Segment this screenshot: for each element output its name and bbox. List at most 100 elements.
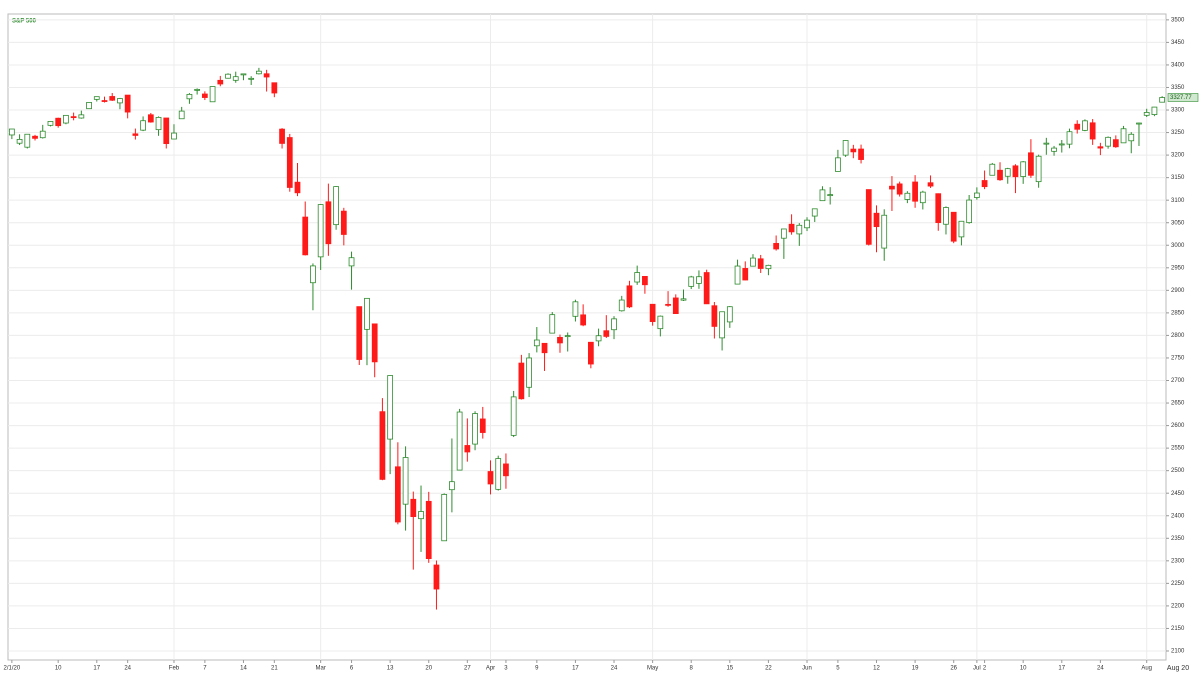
candle-body — [827, 194, 834, 197]
candle-body — [595, 335, 602, 342]
candle-body — [178, 110, 185, 120]
y-tick-label: 2150 — [1171, 626, 1185, 632]
candle-body — [1043, 142, 1050, 145]
candle-body — [1128, 133, 1135, 142]
x-tick-label: 24 — [611, 666, 618, 672]
candle-body — [294, 181, 301, 194]
candle-body — [858, 148, 864, 160]
candle-body — [16, 138, 23, 144]
candle-body — [479, 418, 486, 433]
candle-body — [225, 73, 231, 79]
y-tick-label: 3250 — [1171, 130, 1185, 136]
candle-body — [943, 207, 949, 225]
y-tick-label: 2100 — [1171, 649, 1185, 655]
candle-body — [433, 564, 440, 590]
candle-body — [587, 341, 594, 365]
candle-body — [935, 193, 942, 223]
candle-body — [86, 102, 92, 110]
candle-body — [286, 137, 293, 188]
candle-body — [726, 306, 733, 323]
candle-body — [611, 318, 617, 331]
last-price-box — [1167, 93, 1199, 102]
candle-body — [310, 265, 316, 284]
y-tick-label: 2950 — [1171, 265, 1185, 271]
y-tick-label: 2250 — [1171, 581, 1185, 587]
candle-body — [101, 100, 108, 102]
y-tick-label: 2650 — [1171, 401, 1185, 407]
candle-body — [919, 191, 926, 204]
candle-body — [1020, 161, 1027, 177]
candle-body — [873, 212, 880, 228]
candle-body — [78, 114, 85, 119]
x-tick-label: 6 — [350, 666, 354, 672]
x-tick-label: Jun — [802, 666, 812, 672]
candle-body — [279, 128, 285, 144]
candle-body — [70, 116, 77, 119]
candle-body — [186, 93, 193, 100]
candle-body — [356, 306, 363, 360]
x-tick-label: 20 — [425, 666, 432, 672]
candle-body — [1004, 168, 1011, 177]
candle-body — [750, 257, 756, 267]
y-tick-label: 3200 — [1171, 153, 1185, 159]
candle-body — [688, 276, 695, 287]
y-tick-label: 2200 — [1171, 603, 1185, 609]
candle-body — [425, 500, 432, 560]
candle-body — [711, 305, 718, 327]
candle-body — [865, 189, 872, 245]
candle-body — [441, 494, 448, 542]
candle-body — [850, 148, 857, 153]
x-tick-label: 14 — [240, 666, 247, 672]
candle-body — [780, 228, 787, 239]
candle-body — [973, 192, 980, 198]
candle-body — [950, 211, 957, 242]
candle-body — [109, 96, 116, 101]
candle-body — [889, 185, 895, 190]
candle-body — [642, 276, 648, 286]
candle-body — [194, 88, 201, 91]
candle-body — [8, 128, 15, 136]
candle-body — [379, 411, 386, 480]
x-tick-label: 17 — [572, 666, 579, 672]
candle-body — [672, 297, 679, 314]
candle-body — [1074, 123, 1081, 130]
x-tick-label: 10 — [55, 666, 62, 672]
candle-body — [1028, 152, 1034, 176]
candle-body — [1136, 122, 1142, 125]
candle-body — [927, 182, 934, 187]
candle-body — [1012, 165, 1019, 178]
candle-body — [788, 223, 795, 233]
y-tick-label: 2900 — [1171, 288, 1185, 294]
x-tick-label: 12 — [873, 666, 880, 672]
x-tick-label: 13 — [387, 666, 394, 672]
y-tick-label: 3450 — [1171, 40, 1185, 46]
candle-body — [734, 265, 741, 285]
candle-body — [171, 132, 177, 140]
candle-body — [696, 276, 702, 284]
candle-body — [47, 121, 54, 126]
candle-body — [248, 77, 255, 80]
candle-body — [1143, 112, 1150, 116]
candle-body — [503, 463, 509, 477]
candle-body — [449, 481, 455, 491]
chart-title: S&P 500 — [12, 19, 37, 25]
x-tick-label: 26 — [950, 666, 957, 672]
candle-body — [325, 201, 332, 245]
candle-body — [495, 458, 502, 490]
candle-body — [510, 396, 517, 436]
candle-body — [564, 335, 571, 338]
candle-body — [796, 224, 803, 235]
y-tick-label: 3400 — [1171, 63, 1185, 69]
x-tick-label: Feb — [169, 666, 180, 672]
y-tick-label: 3350 — [1171, 85, 1185, 91]
candle-body — [533, 339, 540, 347]
y-tick-label: 3300 — [1171, 108, 1185, 114]
candle-body — [394, 466, 401, 523]
candle-body — [317, 204, 324, 258]
candle-body — [603, 330, 610, 337]
y-tick-label: 2800 — [1171, 333, 1185, 339]
candle-body — [464, 445, 471, 453]
x-end-label: Aug 20 — [1167, 665, 1189, 672]
candle-body — [541, 342, 548, 354]
